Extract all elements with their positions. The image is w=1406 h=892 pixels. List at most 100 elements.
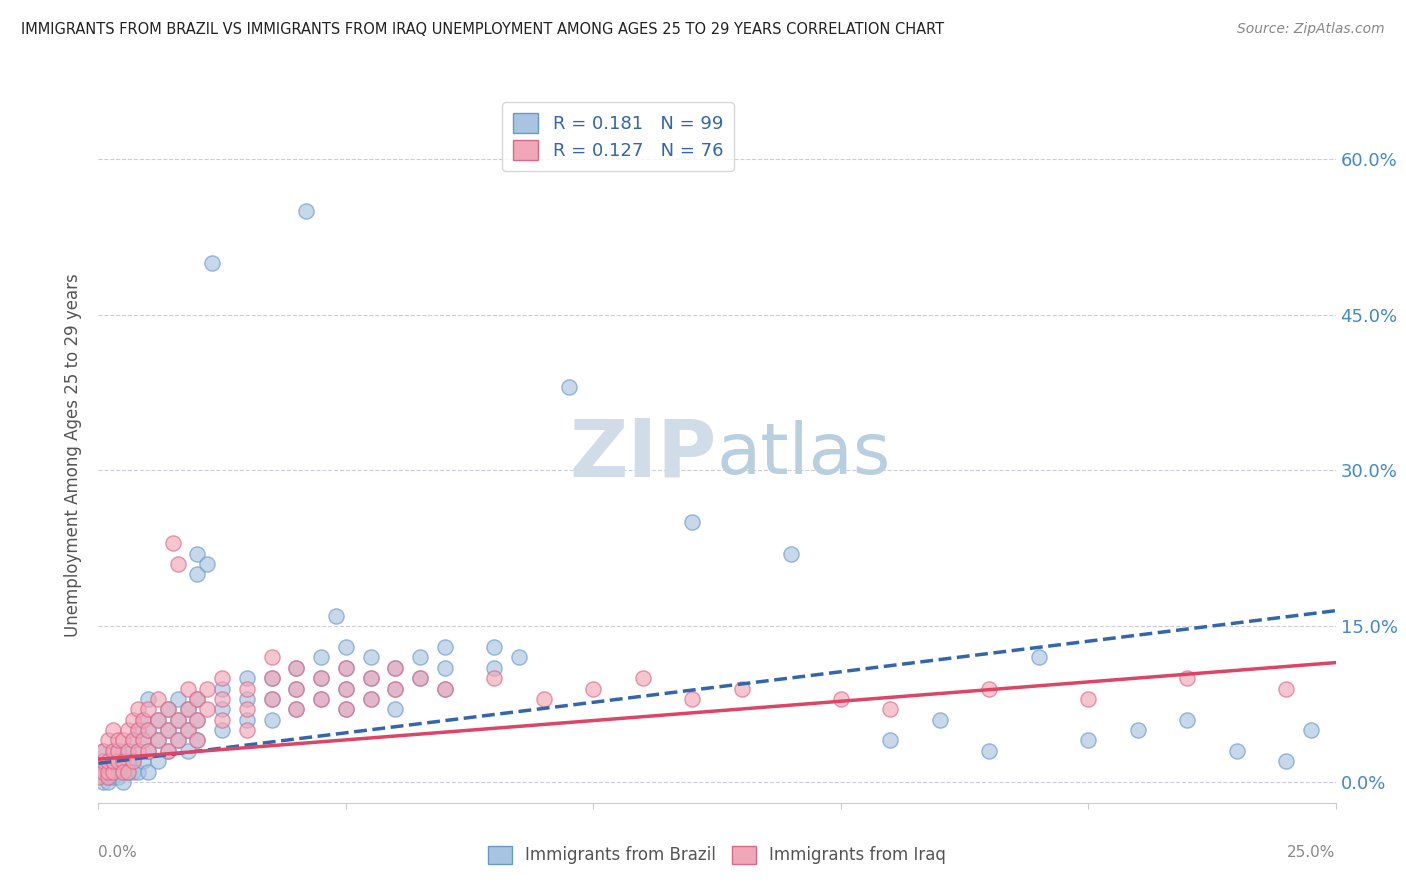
Point <box>103 764 125 779</box>
Text: Source: ZipAtlas.com: Source: ZipAtlas.com <box>1237 22 1385 37</box>
Point <box>186 733 208 747</box>
Point <box>166 733 188 747</box>
Point <box>260 671 283 685</box>
Point <box>107 744 129 758</box>
Point <box>166 713 188 727</box>
Point <box>93 764 115 779</box>
Point <box>107 764 129 779</box>
Point <box>112 754 135 768</box>
Point <box>631 671 654 685</box>
Point <box>681 516 703 530</box>
Point <box>360 671 382 685</box>
Point <box>1275 754 1298 768</box>
Point <box>127 723 149 738</box>
Point <box>122 754 145 768</box>
Point <box>122 713 145 727</box>
Point <box>285 661 308 675</box>
Point <box>285 702 308 716</box>
Point <box>127 744 149 758</box>
Point <box>285 661 308 675</box>
Point <box>879 702 901 716</box>
Point <box>360 671 382 685</box>
Point <box>97 764 120 779</box>
Point <box>146 713 169 727</box>
Point <box>409 650 432 665</box>
Point <box>309 650 332 665</box>
Point <box>112 775 135 789</box>
Point <box>384 661 406 675</box>
Point <box>93 744 115 758</box>
Point <box>384 661 406 675</box>
Point <box>93 770 115 784</box>
Point <box>309 671 332 685</box>
Point <box>146 754 169 768</box>
Point <box>484 671 506 685</box>
Point <box>830 692 852 706</box>
Point <box>136 702 159 716</box>
Point <box>103 770 125 784</box>
Point <box>112 754 135 768</box>
Point <box>127 702 149 716</box>
Point <box>97 770 120 784</box>
Point <box>97 733 120 747</box>
Point <box>186 567 208 582</box>
Point <box>1299 723 1322 738</box>
Point <box>309 671 332 685</box>
Point <box>132 733 155 747</box>
Point <box>335 702 357 716</box>
Text: ZIP: ZIP <box>569 416 717 494</box>
Point <box>136 723 159 738</box>
Point <box>1077 733 1099 747</box>
Point <box>557 380 579 394</box>
Point <box>136 744 159 758</box>
Point <box>156 744 179 758</box>
Point <box>260 713 283 727</box>
Point <box>127 723 149 738</box>
Point <box>211 702 233 716</box>
Point <box>681 692 703 706</box>
Point <box>136 723 159 738</box>
Y-axis label: Unemployment Among Ages 25 to 29 years: Unemployment Among Ages 25 to 29 years <box>65 273 83 637</box>
Point <box>309 692 332 706</box>
Point <box>146 733 169 747</box>
Point <box>117 744 139 758</box>
Point <box>236 713 259 727</box>
Point <box>132 733 155 747</box>
Point <box>93 754 115 768</box>
Point <box>335 640 357 654</box>
Point <box>176 681 198 696</box>
Point <box>582 681 605 696</box>
Point <box>112 764 135 779</box>
Point <box>335 661 357 675</box>
Point <box>409 671 432 685</box>
Point <box>433 640 456 654</box>
Point <box>146 713 169 727</box>
Point <box>979 681 1001 696</box>
Point <box>1028 650 1050 665</box>
Point <box>97 754 120 768</box>
Point <box>132 713 155 727</box>
Point <box>103 723 125 738</box>
Point <box>928 713 950 727</box>
Point <box>136 692 159 706</box>
Point <box>186 547 208 561</box>
Legend: Immigrants from Brazil, Immigrants from Iraq: Immigrants from Brazil, Immigrants from … <box>481 839 953 871</box>
Point <box>236 702 259 716</box>
Point <box>384 681 406 696</box>
Point <box>731 681 754 696</box>
Point <box>166 733 188 747</box>
Point <box>93 764 115 779</box>
Point <box>211 723 233 738</box>
Point <box>103 754 125 768</box>
Point <box>97 775 120 789</box>
Point <box>97 754 120 768</box>
Point <box>186 733 208 747</box>
Point <box>112 733 135 747</box>
Point <box>176 723 198 738</box>
Point <box>236 681 259 696</box>
Point <box>132 754 155 768</box>
Point <box>97 759 120 773</box>
Point <box>107 754 129 768</box>
Point <box>236 671 259 685</box>
Point <box>87 770 110 784</box>
